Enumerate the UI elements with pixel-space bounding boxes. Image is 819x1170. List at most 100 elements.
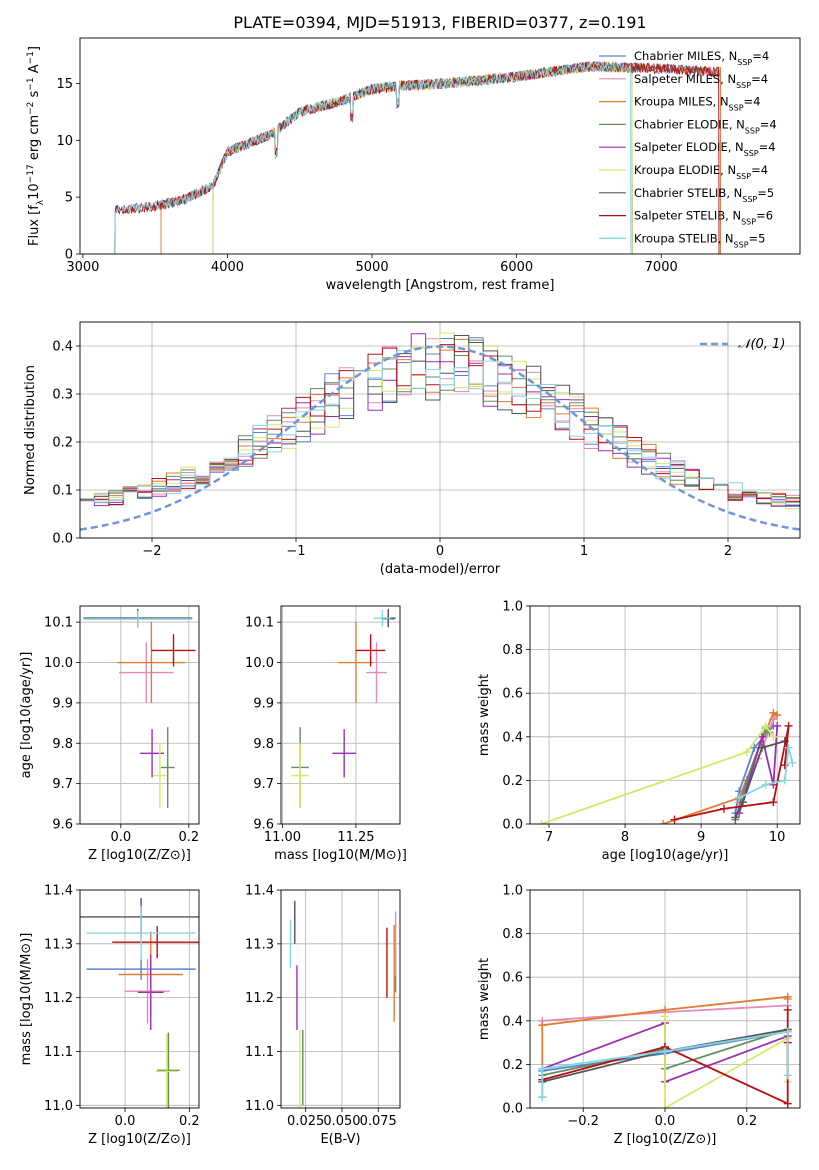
y-tick-label: 0.1 (52, 484, 73, 499)
spectrum-line (114, 61, 632, 254)
y-tick-label: 0.2 (502, 774, 523, 789)
errorbar-point (373, 610, 392, 627)
y-tick-label: 10 (56, 134, 73, 149)
errorbar-point (125, 958, 171, 1024)
y-tick-label: 1.0 (502, 884, 523, 899)
y-tick-label: 0 (65, 248, 73, 263)
y-tick-label: 9.7 (52, 777, 73, 792)
legend-label: Salpeter ELODIE, NSSP=4 (634, 140, 776, 158)
series-line (734, 740, 786, 818)
x-axis-label: E(B-V) (320, 1132, 360, 1147)
errorbar-point (291, 743, 309, 808)
series-marker (783, 1005, 792, 1014)
x-tick-label: 0.0 (110, 830, 131, 845)
histogram-step (80, 332, 800, 510)
plot-area (291, 608, 396, 808)
y-tick-label: 15 (56, 77, 73, 92)
y-tick-label: 0.4 (52, 340, 73, 355)
series-marker (659, 820, 668, 824)
y-tick-label: 9.9 (52, 696, 73, 711)
errorbar-point (355, 634, 386, 667)
series-marker (661, 1047, 669, 1056)
y-axis-label: mass [log10(M/M⊙)] (19, 933, 34, 1066)
y-tick-label: 11.4 (245, 884, 274, 899)
panel-weight-vs-z: −0.2 0.0 0.2 0.0 0.2 0.4 0.6 0.8 1.0 Z [log10(Z/Z… (477, 884, 801, 1147)
legend-label: Kroupa STELIB, NSSP=5 (634, 231, 765, 249)
series-line (662, 711, 778, 824)
x-axis-label: Z [log10(Z/Z⊙)] (88, 1132, 191, 1147)
series-marker (661, 1012, 669, 1021)
errorbar-point (157, 1032, 180, 1108)
errorbar-point (332, 729, 356, 778)
y-tick-label: 11.2 (44, 991, 73, 1006)
series-marker (731, 813, 740, 822)
axes-frame (280, 605, 401, 825)
y-tick-label: 9.7 (253, 777, 274, 792)
series-marker (769, 798, 778, 807)
legend-label: 𝒩(0, 1) (738, 337, 785, 352)
x-tick-label: 10 (769, 830, 786, 845)
y-axis-label: mass weight (477, 958, 492, 1040)
series-marker (538, 1064, 547, 1073)
panel-age-vs-mass: 11.00 11.25 9.6 9.7 9.8 9.9 10.0 10.1 mass [log1… (245, 605, 407, 863)
series-marker (761, 780, 770, 789)
series-marker (783, 1027, 792, 1036)
series-marker (773, 721, 782, 730)
y-axis-label: Normed distribution (23, 365, 38, 495)
panel-mass-vs-ebv: 0.025 0.050 0.075 11.0 11.1 11.2 11.3 11.4 E(B-V… (245, 884, 401, 1147)
errorbar-point (338, 622, 374, 703)
histogram-step (80, 344, 800, 505)
legend-label: Salpeter STELIB, NSSP=6 (634, 209, 773, 227)
errorbar-point (137, 954, 164, 1030)
y-tick-label: 9.6 (253, 818, 274, 833)
legend-label: Chabrier MILES, NSSP=4 (634, 49, 769, 67)
plot-area (80, 898, 199, 1108)
x-tick-label: −2 (142, 544, 161, 559)
legend-label: Chabrier STELIB, NSSP=5 (634, 186, 774, 204)
errorbar-point (160, 727, 175, 808)
x-tick-label: 7 (545, 830, 553, 845)
y-tick-label: 9.8 (253, 737, 274, 752)
y-tick-label: 0.0 (502, 818, 523, 833)
plot-area (80, 332, 800, 531)
series-marker (783, 1071, 792, 1080)
x-tick-label: 1 (580, 544, 588, 559)
y-tick-label: 0.6 (502, 971, 523, 986)
errorbar-point (83, 610, 193, 627)
axes-frame (280, 889, 401, 1109)
series-line (674, 725, 790, 821)
x-tick-label: 0.075 (360, 1114, 397, 1129)
y-axis-label: Flux [fλ10−17 erg cm−2 s−1 A−1] (26, 46, 46, 246)
y-tick-label: 10.1 (245, 616, 274, 631)
series-marker (757, 743, 766, 752)
y-tick-label: 0.6 (502, 687, 523, 702)
x-tick-label: 5000 (356, 260, 389, 275)
axes-frame (79, 889, 200, 1109)
x-axis-label: (data-model)/error (380, 562, 501, 577)
legend-label: Kroupa MILES, NSSP=4 (634, 95, 760, 113)
series-marker (784, 721, 793, 730)
figure-title: PLATE=0394, MJD=51913, FIBERID=0377, z=0… (233, 13, 646, 32)
errorbar-point (155, 1033, 179, 1108)
series-marker (735, 793, 744, 802)
series-marker (769, 732, 778, 741)
y-tick-label: 11.0 (44, 1099, 73, 1114)
panel-mass-vs-z: 0.0 0.2 11.0 11.1 11.2 11.3 11.4 Z [log10(Z/Z⊙)… (19, 884, 200, 1148)
plot-area (538, 992, 792, 1108)
x-axis-label: age [log10(age/yr)] (602, 848, 729, 863)
y-tick-label: 11.3 (245, 937, 274, 952)
y-axis-label: mass weight (477, 674, 492, 756)
plot-area (289, 900, 397, 1108)
series-marker (761, 721, 770, 730)
series-marker (538, 1021, 547, 1030)
errorbar-point (119, 642, 174, 703)
plot-area (114, 61, 721, 254)
y-tick-label: 0.4 (502, 1014, 523, 1029)
axes-frame (79, 37, 801, 255)
panel-weight-vs-age: 7 8 9 10 0.0 0.2 0.4 0.6 0.8 1.0 age [log10(age/yr… (477, 600, 801, 863)
errorbar-point (151, 634, 196, 667)
errorbar-point (112, 926, 199, 959)
plot-area (537, 708, 797, 824)
errorbar-point (366, 642, 387, 703)
